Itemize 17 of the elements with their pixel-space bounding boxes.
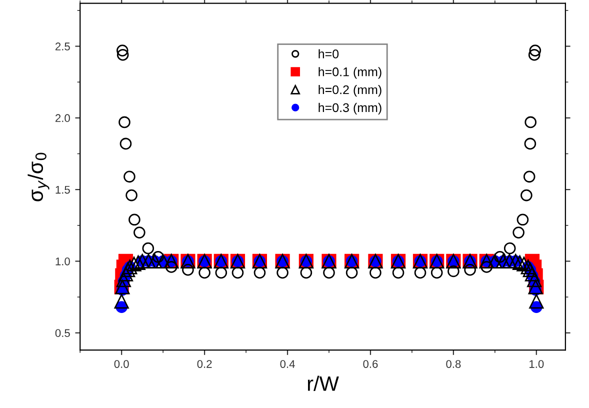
legend-label: h=0.3 (mm): [318, 102, 382, 115]
x-tick-label: 1.0: [530, 360, 544, 368]
y-axis-title: σ$_{y}$/σ$_{0}$: [28, 152, 50, 202]
x-axis-title: r/W: [308, 376, 339, 391]
x-tick-label: 0.0: [114, 360, 129, 368]
legend-label: h=0.1 (mm): [318, 67, 382, 79]
y-tick-label: 1.5: [56, 186, 70, 194]
y-tick-label: 2.0: [55, 114, 70, 122]
y-tick-label: 2.5: [55, 42, 70, 50]
y-tick-label: 0.5: [55, 329, 70, 338]
legend-label: h=0.2 (mm): [318, 85, 382, 97]
x-tick-label: 0.4: [280, 360, 295, 368]
x-tick-label: 0.6: [363, 360, 378, 368]
x-tick-label: 0.2: [197, 360, 212, 368]
y-tick-label: 1.0: [56, 257, 70, 266]
x-tick-label: 0.8: [446, 360, 461, 368]
legend-label: h=0: [318, 49, 339, 58]
